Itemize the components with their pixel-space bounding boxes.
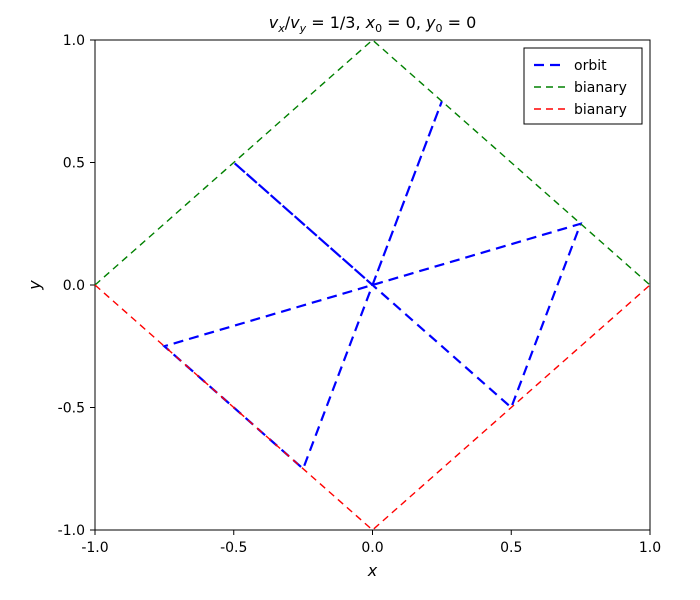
- chart-title-text: vx/vy = 1/3, x0 = 0, y0 = 0: [269, 13, 477, 35]
- y-tick-label: -0.5: [58, 401, 85, 417]
- chart-title: vx/vy = 1/3, x0 = 0, y0 = 0: [269, 13, 477, 35]
- y-tick-label: -1.0: [58, 523, 85, 539]
- x-tick-label: 0.5: [500, 540, 522, 556]
- x-tick-label: -0.5: [220, 540, 247, 556]
- y-tick-label: 0.5: [63, 156, 85, 172]
- x-tick-label: 1.0: [639, 540, 661, 556]
- series-orbit: [164, 101, 580, 469]
- legend-label: orbit: [574, 58, 607, 74]
- y-tick-label: 1.0: [63, 33, 85, 49]
- legend-label: bianary: [574, 102, 627, 118]
- x-ticks: -1.0 -0.5 0.0 0.5 1.0: [81, 530, 661, 556]
- legend: orbit bianary bianary: [524, 48, 642, 124]
- y-tick-label: 0.0: [63, 278, 85, 294]
- chart-container: -1.0-0.50.00.51.0 -1.0-0.50.00.51.0 x y …: [0, 0, 700, 600]
- legend-label: bianary: [574, 80, 627, 96]
- y-axis-label: y: [25, 280, 44, 291]
- series-bianary-lower: [95, 285, 650, 530]
- y-ticks: -1.0 -0.5 0.0 0.5 1.0: [58, 33, 95, 539]
- x-tick-label: -1.0: [81, 540, 108, 556]
- chart-svg: -1.0-0.50.00.51.0 -1.0-0.50.00.51.0 x y …: [0, 0, 700, 600]
- x-axis-label: x: [367, 561, 378, 580]
- x-tick-label: 0.0: [361, 540, 383, 556]
